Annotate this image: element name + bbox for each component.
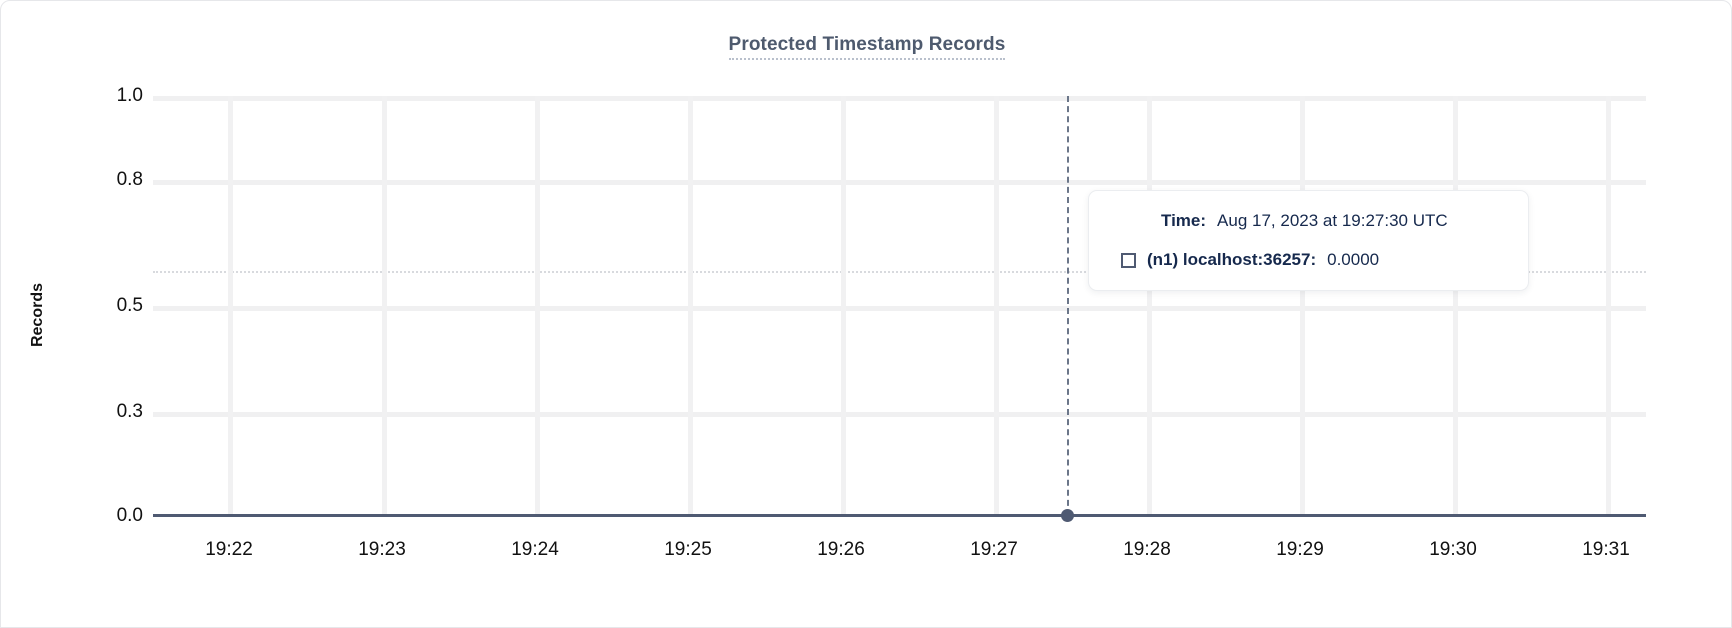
x-axis-tick: 19:23 bbox=[358, 539, 406, 560]
y-axis-tick: 0.8 bbox=[116, 169, 143, 190]
page-title: Protected Timestamp Records bbox=[1, 34, 1731, 60]
x-axis-tick: 19:31 bbox=[1582, 539, 1630, 560]
gridline-vertical bbox=[1453, 96, 1458, 516]
gridline-vertical bbox=[1300, 96, 1305, 516]
x-axis-tick: 19:22 bbox=[205, 539, 253, 560]
hovered-data-point[interactable] bbox=[1061, 509, 1074, 522]
x-axis-tick: 19:28 bbox=[1123, 539, 1171, 560]
x-axis-tick: 19:30 bbox=[1429, 539, 1477, 560]
y-axis-tick-group: 1.0 0.8 0.5 0.3 0.0 bbox=[1, 1, 143, 627]
chart-title-text[interactable]: Protected Timestamp Records bbox=[728, 34, 1006, 60]
gridline-vertical bbox=[382, 96, 387, 516]
gridline-horizontal bbox=[153, 180, 1646, 185]
x-axis-tick: 19:24 bbox=[511, 539, 559, 560]
tooltip-time-value: Aug 17, 2023 at 19:27:30 UTC bbox=[1217, 211, 1448, 230]
tooltip-series-value: 0.0000 bbox=[1327, 250, 1380, 269]
x-axis-tick: 19:26 bbox=[817, 539, 865, 560]
x-axis-line bbox=[153, 514, 1646, 517]
x-axis-tick: 19:27 bbox=[970, 539, 1018, 560]
gridline-vertical bbox=[1606, 96, 1611, 516]
gridline-vertical bbox=[1147, 96, 1152, 516]
y-axis-tick: 1.0 bbox=[116, 85, 143, 106]
tooltip-series-row: (n1) localhost:36257: 0.0000 bbox=[1115, 250, 1502, 270]
reference-line bbox=[153, 271, 1646, 273]
gridline-horizontal bbox=[153, 412, 1646, 417]
y-axis-tick: 0.3 bbox=[116, 401, 143, 422]
gridline-vertical bbox=[535, 96, 540, 516]
gridline-vertical bbox=[994, 96, 999, 516]
gridline-vertical bbox=[841, 96, 846, 516]
series-swatch-icon bbox=[1121, 252, 1136, 268]
tooltip-time-row: Time: Aug 17, 2023 at 19:27:30 UTC bbox=[1115, 211, 1502, 231]
tooltip-series-label: (n1) localhost:36257: bbox=[1147, 250, 1317, 269]
y-axis-tick: 0.5 bbox=[116, 295, 143, 316]
crosshair-vertical-line bbox=[1067, 96, 1069, 516]
x-axis-tick: 19:25 bbox=[664, 539, 712, 560]
plot-area[interactable] bbox=[153, 96, 1646, 516]
x-axis-tick: 19:29 bbox=[1276, 539, 1324, 560]
y-axis-tick: 0.0 bbox=[116, 505, 143, 526]
gridline-vertical bbox=[688, 96, 693, 516]
gridline-vertical bbox=[228, 96, 233, 516]
tooltip-time-label: Time: bbox=[1161, 211, 1207, 230]
hover-tooltip: Time: Aug 17, 2023 at 19:27:30 UTC (n1) … bbox=[1088, 190, 1529, 291]
gridline-horizontal bbox=[153, 96, 1646, 101]
gridline-horizontal bbox=[153, 306, 1646, 311]
